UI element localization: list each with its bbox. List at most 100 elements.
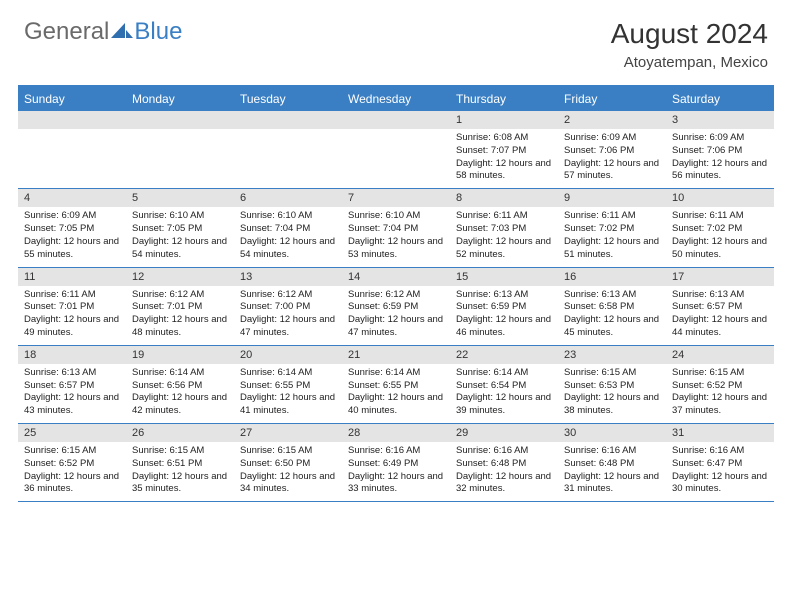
day-number <box>18 111 126 129</box>
daylight-line: Daylight: 12 hours and 32 minutes. <box>456 471 552 497</box>
daylight-line: Daylight: 12 hours and 41 minutes. <box>240 392 336 418</box>
sunset-line: Sunset: 7:02 PM <box>564 223 660 236</box>
sunrise-line: Sunrise: 6:09 AM <box>672 132 768 145</box>
sunrise-line: Sunrise: 6:14 AM <box>132 367 228 380</box>
sunrise-line: Sunrise: 6:14 AM <box>456 367 552 380</box>
sunrise-line: Sunrise: 6:11 AM <box>672 210 768 223</box>
day-body <box>342 129 450 187</box>
sunset-line: Sunset: 6:48 PM <box>564 458 660 471</box>
day-number: 28 <box>342 424 450 442</box>
page-header: General Blue August 2024 Atoyatempan, Me… <box>0 0 792 79</box>
dow-header-cell: Sunday <box>18 87 126 111</box>
calendar-day-cell: 19Sunrise: 6:14 AMSunset: 6:56 PMDayligh… <box>126 346 234 423</box>
calendar-day-cell: 29Sunrise: 6:16 AMSunset: 6:48 PMDayligh… <box>450 424 558 501</box>
day-body: Sunrise: 6:15 AMSunset: 6:50 PMDaylight:… <box>234 442 342 501</box>
calendar-day-cell: 7Sunrise: 6:10 AMSunset: 7:04 PMDaylight… <box>342 189 450 266</box>
day-body: Sunrise: 6:11 AMSunset: 7:02 PMDaylight:… <box>666 207 774 266</box>
brand-word-blue: Blue <box>134 18 182 46</box>
title-block: August 2024 Atoyatempan, Mexico <box>611 18 768 71</box>
day-body: Sunrise: 6:16 AMSunset: 6:47 PMDaylight:… <box>666 442 774 501</box>
calendar-day-cell: 9Sunrise: 6:11 AMSunset: 7:02 PMDaylight… <box>558 189 666 266</box>
day-body <box>126 129 234 187</box>
day-body: Sunrise: 6:16 AMSunset: 6:48 PMDaylight:… <box>558 442 666 501</box>
daylight-line: Daylight: 12 hours and 46 minutes. <box>456 314 552 340</box>
sunset-line: Sunset: 6:52 PM <box>24 458 120 471</box>
daylight-line: Daylight: 12 hours and 55 minutes. <box>24 236 120 262</box>
day-number <box>342 111 450 129</box>
day-body: Sunrise: 6:13 AMSunset: 6:58 PMDaylight:… <box>558 286 666 345</box>
dow-header-cell: Thursday <box>450 87 558 111</box>
sunrise-line: Sunrise: 6:13 AM <box>672 289 768 302</box>
day-body: Sunrise: 6:10 AMSunset: 7:05 PMDaylight:… <box>126 207 234 266</box>
calendar-day-cell <box>342 111 450 188</box>
day-body: Sunrise: 6:09 AMSunset: 7:06 PMDaylight:… <box>558 129 666 188</box>
dow-header-cell: Wednesday <box>342 87 450 111</box>
sunset-line: Sunset: 6:49 PM <box>348 458 444 471</box>
day-body: Sunrise: 6:12 AMSunset: 7:01 PMDaylight:… <box>126 286 234 345</box>
day-number: 15 <box>450 268 558 286</box>
day-number: 8 <box>450 189 558 207</box>
sunrise-line: Sunrise: 6:10 AM <box>240 210 336 223</box>
sunrise-line: Sunrise: 6:16 AM <box>348 445 444 458</box>
dow-header-cell: Tuesday <box>234 87 342 111</box>
sunset-line: Sunset: 7:07 PM <box>456 145 552 158</box>
calendar-day-cell: 20Sunrise: 6:14 AMSunset: 6:55 PMDayligh… <box>234 346 342 423</box>
dow-header-cell: Friday <box>558 87 666 111</box>
calendar-day-cell: 18Sunrise: 6:13 AMSunset: 6:57 PMDayligh… <box>18 346 126 423</box>
sunset-line: Sunset: 6:59 PM <box>456 301 552 314</box>
day-number: 27 <box>234 424 342 442</box>
calendar-day-cell: 1Sunrise: 6:08 AMSunset: 7:07 PMDaylight… <box>450 111 558 188</box>
day-body: Sunrise: 6:13 AMSunset: 6:57 PMDaylight:… <box>18 364 126 423</box>
day-body: Sunrise: 6:14 AMSunset: 6:55 PMDaylight:… <box>342 364 450 423</box>
day-number: 1 <box>450 111 558 129</box>
sunset-line: Sunset: 6:48 PM <box>456 458 552 471</box>
sunset-line: Sunset: 7:06 PM <box>672 145 768 158</box>
day-number: 22 <box>450 346 558 364</box>
day-body: Sunrise: 6:10 AMSunset: 7:04 PMDaylight:… <box>234 207 342 266</box>
sunrise-line: Sunrise: 6:15 AM <box>132 445 228 458</box>
daylight-line: Daylight: 12 hours and 39 minutes. <box>456 392 552 418</box>
sunset-line: Sunset: 7:04 PM <box>240 223 336 236</box>
daylight-line: Daylight: 12 hours and 52 minutes. <box>456 236 552 262</box>
calendar-day-cell: 24Sunrise: 6:15 AMSunset: 6:52 PMDayligh… <box>666 346 774 423</box>
day-body: Sunrise: 6:15 AMSunset: 6:52 PMDaylight:… <box>666 364 774 423</box>
sunrise-line: Sunrise: 6:12 AM <box>132 289 228 302</box>
calendar-day-cell: 3 Sunrise: 6:09 AMSunset: 7:06 PMDaylight… <box>666 111 774 188</box>
day-number <box>234 111 342 129</box>
daylight-line: Daylight: 12 hours and 57 minutes. <box>564 158 660 184</box>
daylight-line: Daylight: 12 hours and 50 minutes. <box>672 236 768 262</box>
day-number: 11 <box>18 268 126 286</box>
calendar-day-cell: 5Sunrise: 6:10 AMSunset: 7:05 PMDaylight… <box>126 189 234 266</box>
daylight-line: Daylight: 12 hours and 43 minutes. <box>24 392 120 418</box>
day-number: 7 <box>342 189 450 207</box>
calendar-weeks: 1Sunrise: 6:08 AMSunset: 7:07 PMDaylight… <box>18 111 774 502</box>
sunrise-line: Sunrise: 6:13 AM <box>564 289 660 302</box>
calendar-day-cell: 10Sunrise: 6:11 AMSunset: 7:02 PMDayligh… <box>666 189 774 266</box>
calendar-day-cell: 21Sunrise: 6:14 AMSunset: 6:55 PMDayligh… <box>342 346 450 423</box>
day-body: Sunrise: 6:16 AMSunset: 6:48 PMDaylight:… <box>450 442 558 501</box>
sunrise-line: Sunrise: 6:14 AM <box>240 367 336 380</box>
daylight-line: Daylight: 12 hours and 44 minutes. <box>672 314 768 340</box>
day-body <box>18 129 126 187</box>
day-number: 5 <box>126 189 234 207</box>
sunrise-line: Sunrise: 6:12 AM <box>348 289 444 302</box>
day-body: Sunrise: 6:11 AMSunset: 7:02 PMDaylight:… <box>558 207 666 266</box>
day-number: 13 <box>234 268 342 286</box>
calendar-day-cell: 15Sunrise: 6:13 AMSunset: 6:59 PMDayligh… <box>450 268 558 345</box>
day-body: Sunrise: 6:11 AMSunset: 7:03 PMDaylight:… <box>450 207 558 266</box>
calendar-day-cell: 30Sunrise: 6:16 AMSunset: 6:48 PMDayligh… <box>558 424 666 501</box>
day-number: 14 <box>342 268 450 286</box>
day-body: Sunrise: 6:15 AMSunset: 6:52 PMDaylight:… <box>18 442 126 501</box>
day-number: 29 <box>450 424 558 442</box>
daylight-line: Daylight: 12 hours and 33 minutes. <box>348 471 444 497</box>
calendar-day-cell: 25Sunrise: 6:15 AMSunset: 6:52 PMDayligh… <box>18 424 126 501</box>
sunrise-line: Sunrise: 6:12 AM <box>240 289 336 302</box>
daylight-line: Daylight: 12 hours and 56 minutes. <box>672 158 768 184</box>
day-body: Sunrise: 6:16 AMSunset: 6:49 PMDaylight:… <box>342 442 450 501</box>
sunrise-line: Sunrise: 6:15 AM <box>672 367 768 380</box>
calendar-day-cell: 27Sunrise: 6:15 AMSunset: 6:50 PMDayligh… <box>234 424 342 501</box>
dow-header-cell: Monday <box>126 87 234 111</box>
sunrise-line: Sunrise: 6:11 AM <box>24 289 120 302</box>
day-number: 3 <box>666 111 774 129</box>
sunset-line: Sunset: 6:57 PM <box>24 380 120 393</box>
